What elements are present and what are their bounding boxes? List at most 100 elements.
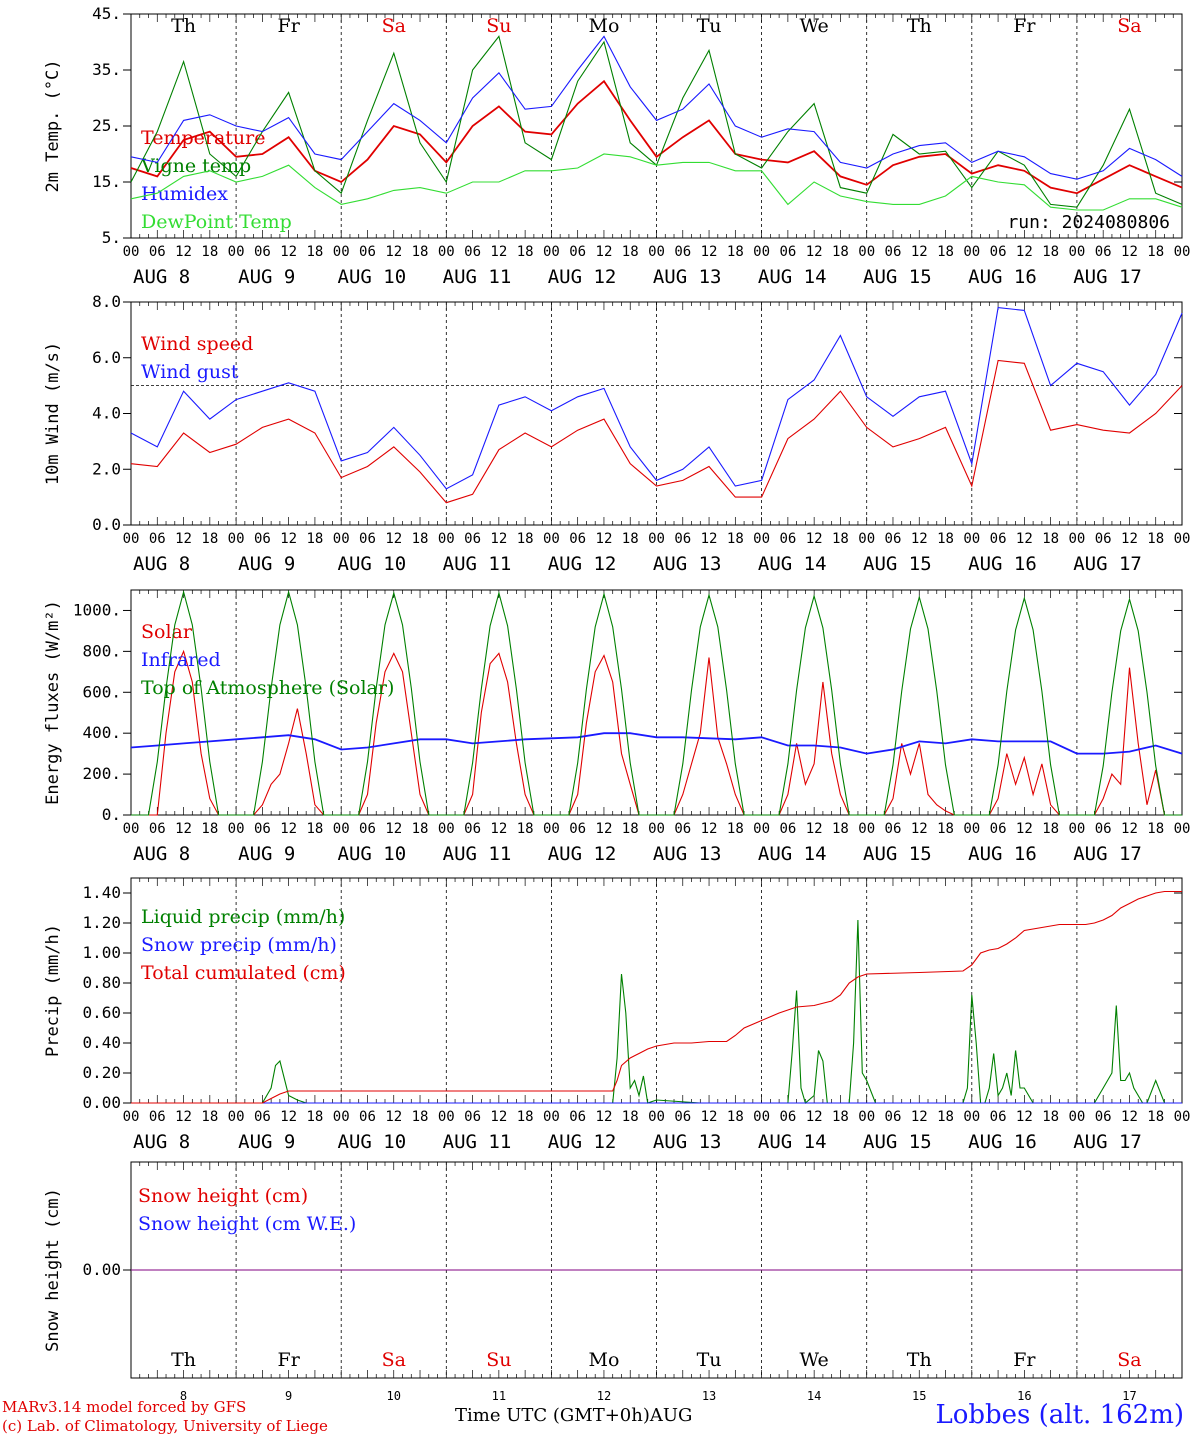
y-axis-label: 10m Wind (m/s) bbox=[43, 342, 63, 485]
hour-tick-label: 00 bbox=[753, 821, 770, 837]
hour-tick-label: 18 bbox=[412, 531, 429, 547]
date-label: AUG 16 bbox=[968, 553, 1037, 575]
hour-tick-label: 00 bbox=[543, 244, 560, 260]
date-label: AUG 13 bbox=[653, 1131, 722, 1153]
y-tick-label: 35. bbox=[92, 60, 121, 79]
hour-tick-label: 06 bbox=[779, 244, 796, 260]
y-tick-label: 0.00 bbox=[82, 1260, 121, 1279]
hour-tick-label: 06 bbox=[359, 531, 376, 547]
run-annotation: run: 2024080806 bbox=[1007, 212, 1170, 233]
date-label: AUG 16 bbox=[968, 266, 1037, 288]
hour-tick-label: 12 bbox=[490, 244, 507, 260]
weekday-label: Sa bbox=[1117, 1349, 1141, 1371]
y-tick-label: 0. bbox=[102, 805, 121, 824]
hour-tick-label: 18 bbox=[727, 821, 744, 837]
hour-tick-label: 06 bbox=[359, 244, 376, 260]
weekday-label: Sa bbox=[382, 15, 406, 37]
y-tick-label: 800. bbox=[82, 641, 121, 660]
date-label: AUG 13 bbox=[653, 843, 722, 865]
hour-tick-label: 18 bbox=[832, 531, 849, 547]
hour-tick-label: 00 bbox=[1068, 244, 1085, 260]
hour-tick-label: 18 bbox=[201, 244, 218, 260]
hour-tick-label: 00 bbox=[543, 531, 560, 547]
date-label: AUG 9 bbox=[238, 1131, 295, 1153]
hour-tick-label: 00 bbox=[123, 821, 140, 837]
y-tick-label: 0.0 bbox=[92, 515, 121, 534]
hour-tick-label: 18 bbox=[201, 531, 218, 547]
y-tick-label: 15. bbox=[92, 172, 121, 191]
legend-entry: Snow height (cm W.E.) bbox=[138, 1213, 356, 1235]
hour-tick-label: 12 bbox=[175, 244, 192, 260]
hour-tick-label: 00 bbox=[648, 1109, 665, 1125]
date-label: AUG 15 bbox=[863, 1131, 932, 1153]
series-line bbox=[130, 732, 1183, 755]
hour-tick-label: 00 bbox=[648, 821, 665, 837]
series-line bbox=[131, 890, 1182, 1104]
weekday-label: Fr bbox=[278, 15, 301, 37]
hour-tick-label: 12 bbox=[806, 244, 823, 260]
hour-tick-label: 00 bbox=[648, 244, 665, 260]
hour-tick-label: 00 bbox=[963, 531, 980, 547]
y-tick-label: 5. bbox=[102, 228, 121, 247]
hour-tick-label: 12 bbox=[385, 531, 402, 547]
series-line bbox=[131, 589, 1182, 816]
model-line: MARv3.14 model forced by GFS bbox=[2, 1398, 247, 1416]
date-label: AUG 17 bbox=[1073, 843, 1142, 865]
hour-tick-label: 06 bbox=[885, 244, 902, 260]
hour-tick-label: 00 bbox=[228, 244, 245, 260]
hour-tick-label: 06 bbox=[464, 244, 481, 260]
hour-tick-label: 00 bbox=[333, 244, 350, 260]
hour-tick-label: 06 bbox=[254, 531, 271, 547]
hour-tick-label: 06 bbox=[149, 821, 166, 837]
hour-tick-label: 06 bbox=[569, 821, 586, 837]
date-label: AUG 8 bbox=[133, 266, 190, 288]
hour-tick-label: 12 bbox=[1016, 1109, 1033, 1125]
y-tick-label: 8.0 bbox=[92, 292, 121, 311]
date-label: AUG 10 bbox=[338, 553, 407, 575]
hour-tick-label: 00 bbox=[753, 531, 770, 547]
weekday-label: Th bbox=[907, 1349, 932, 1371]
hour-tick-label: 12 bbox=[701, 821, 718, 837]
hour-tick-label: 06 bbox=[1095, 821, 1112, 837]
hour-tick-label: 18 bbox=[832, 1109, 849, 1125]
date-label: AUG 13 bbox=[653, 553, 722, 575]
date-label: AUG 14 bbox=[758, 843, 827, 865]
weekday-label: Mo bbox=[588, 15, 619, 37]
date-label: AUG 12 bbox=[548, 266, 617, 288]
hour-tick-label: 18 bbox=[1042, 821, 1059, 837]
y-tick-label: 400. bbox=[82, 723, 121, 742]
hour-tick-label: 18 bbox=[306, 821, 323, 837]
date-label: AUG 14 bbox=[758, 266, 827, 288]
hour-tick-label: 06 bbox=[149, 1109, 166, 1125]
hour-tick-label: 12 bbox=[1121, 821, 1138, 837]
hour-tick-label: 00 bbox=[753, 1109, 770, 1125]
hour-tick-label: 06 bbox=[779, 821, 796, 837]
hour-tick-label: 18 bbox=[412, 821, 429, 837]
hour-tick-label: 12 bbox=[911, 1109, 928, 1125]
hour-tick-label: 00 bbox=[543, 1109, 560, 1125]
date-label: AUG 15 bbox=[863, 266, 932, 288]
hour-tick-label: 06 bbox=[674, 531, 691, 547]
day-number-label: 17 bbox=[1122, 1389, 1136, 1403]
day-number-label: 12 bbox=[597, 1389, 611, 1403]
date-label: AUG 8 bbox=[133, 1131, 190, 1153]
hour-tick-label: 18 bbox=[1042, 1109, 1059, 1125]
y-tick-label: 6.0 bbox=[92, 348, 121, 367]
hour-tick-label: 18 bbox=[832, 821, 849, 837]
hour-tick-label: 18 bbox=[306, 244, 323, 260]
hour-tick-label: 00 bbox=[123, 531, 140, 547]
hour-tick-label: 06 bbox=[464, 531, 481, 547]
hour-tick-label: 00 bbox=[858, 821, 875, 837]
hour-tick-label: 18 bbox=[832, 244, 849, 260]
hour-tick-label: 12 bbox=[596, 1109, 613, 1125]
hour-tick-label: 18 bbox=[727, 244, 744, 260]
hour-tick-label: 00 bbox=[123, 1109, 140, 1125]
hour-tick-label: 18 bbox=[1147, 244, 1164, 260]
y-tick-label: 0.20 bbox=[82, 1063, 121, 1082]
date-label: AUG 15 bbox=[863, 553, 932, 575]
y-axis-label: Snow height (cm) bbox=[43, 1188, 63, 1352]
hour-tick-label: 06 bbox=[779, 531, 796, 547]
time-axis-label: Time UTC (GMT+0h) bbox=[455, 1405, 650, 1426]
hour-tick-label: 12 bbox=[280, 821, 297, 837]
